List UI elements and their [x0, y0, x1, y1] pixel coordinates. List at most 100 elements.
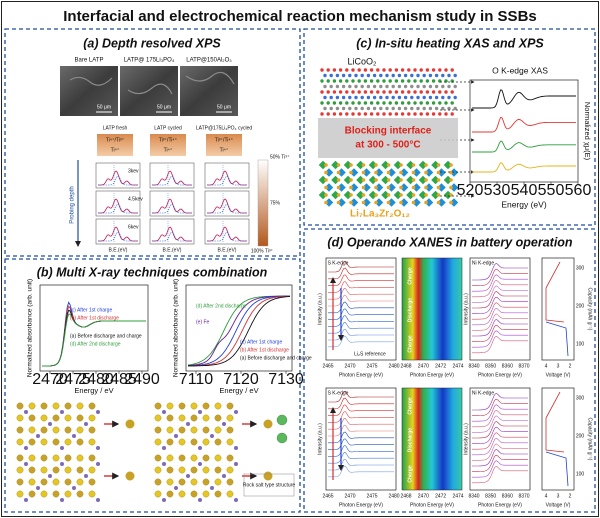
polyhedron	[381, 190, 390, 200]
spectrum	[472, 274, 528, 292]
atom	[351, 79, 355, 83]
spectrum	[328, 294, 394, 307]
atom	[40, 438, 48, 446]
spectrum	[472, 404, 528, 422]
curve	[545, 451, 569, 487]
x-tick-label: 2472	[435, 363, 446, 369]
x-axis-label: Voltage (V)	[546, 502, 571, 508]
atom	[436, 193, 441, 197]
legend-label: (c) After 1st charge	[70, 307, 112, 313]
spectrum	[472, 398, 528, 416]
atom	[386, 163, 391, 167]
atom	[382, 112, 386, 116]
atom	[178, 466, 186, 474]
polyhedron	[387, 183, 396, 192]
atom	[394, 112, 399, 116]
atom	[96, 498, 100, 502]
atom	[348, 106, 352, 111]
atom	[210, 486, 214, 490]
spectrum	[328, 281, 394, 293]
atom	[354, 106, 358, 111]
atom	[336, 185, 341, 190]
atom	[338, 112, 343, 116]
polyhedron	[431, 160, 440, 170]
atom	[422, 73, 426, 78]
atom	[88, 438, 96, 446]
spectrum	[328, 438, 394, 450]
atom	[357, 68, 361, 72]
atom	[453, 84, 457, 89]
atom	[366, 95, 371, 100]
atom	[326, 112, 330, 116]
atom	[332, 101, 337, 105]
x-tick-label: 4	[545, 363, 548, 369]
atom	[388, 90, 392, 94]
curve	[545, 391, 565, 453]
atom	[349, 163, 353, 167]
spectrum	[328, 452, 394, 464]
spectrum	[472, 308, 528, 326]
atom	[399, 193, 403, 197]
atom	[361, 163, 366, 167]
polyhedron	[424, 198, 434, 207]
atom	[354, 73, 358, 78]
atom	[88, 466, 96, 474]
atom	[372, 106, 377, 111]
atom	[431, 112, 436, 116]
x-tick-label: 2474	[452, 493, 463, 499]
atom	[178, 414, 186, 422]
reference-label: Li₂S reference	[354, 351, 386, 357]
depth-label: 6kev	[128, 224, 139, 230]
atom	[425, 68, 430, 72]
polyhedron	[331, 175, 340, 185]
y-axis-label: Capacity (mAh g⁻¹)	[587, 418, 593, 461]
atom	[379, 84, 383, 89]
atom	[84, 474, 88, 478]
atom	[348, 95, 352, 100]
plot-frame	[325, 387, 397, 491]
xps-plot	[149, 218, 195, 245]
atom	[419, 79, 423, 83]
panel-title: (b) Multi X-ray techniques combination	[37, 265, 268, 279]
atom	[345, 112, 349, 116]
atom	[76, 402, 84, 410]
atom	[413, 90, 417, 94]
spectrum	[472, 410, 528, 428]
atom	[336, 178, 341, 182]
atom	[320, 90, 324, 94]
polyhedron	[318, 175, 328, 185]
atom	[360, 84, 364, 89]
xps-peak	[207, 231, 247, 242]
panel-b-border	[4, 258, 301, 513]
depth-label: 4.5kev	[128, 196, 143, 202]
atom	[361, 185, 366, 190]
atom	[276, 432, 288, 444]
atom	[64, 478, 72, 486]
atom	[190, 466, 198, 474]
scale-bar-label: 50 μm	[97, 104, 111, 110]
atom	[76, 490, 84, 498]
atom	[450, 101, 454, 105]
atom	[361, 178, 366, 182]
xps-peak	[152, 203, 192, 214]
atom	[434, 84, 439, 89]
atom	[361, 170, 366, 175]
atom	[341, 84, 346, 89]
atom	[76, 466, 84, 474]
spectrum	[472, 443, 528, 461]
x-axis-label: Photon Energy (eV)	[478, 372, 522, 378]
atom	[336, 193, 341, 197]
x-tick-label: 2	[569, 493, 572, 499]
y-axis-label: Intensity (a.u.)	[317, 423, 323, 455]
atom	[444, 101, 448, 105]
x-tick-label: 2470	[32, 371, 68, 388]
atom	[351, 90, 355, 94]
atom	[335, 84, 340, 89]
x-axis-label: Photon Energy (eV)	[410, 372, 454, 378]
spectrum	[472, 460, 528, 478]
polyhedron	[356, 190, 365, 200]
atom	[397, 106, 402, 111]
polyhedron	[431, 175, 440, 185]
atom	[403, 73, 408, 78]
atom	[16, 426, 24, 434]
